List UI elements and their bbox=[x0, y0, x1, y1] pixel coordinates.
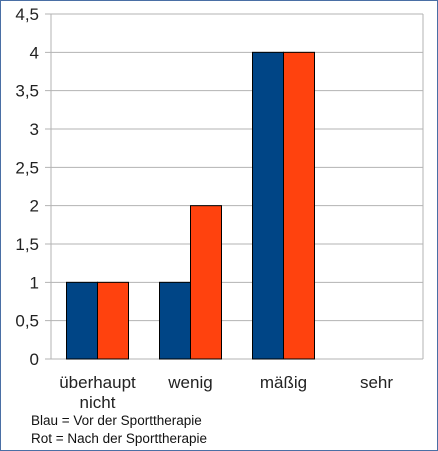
bar-series2-3 bbox=[283, 51, 315, 360]
y-axis-ticks: 0 0,5 1 1,5 2 2,5 3 3,5 4 4,5 bbox=[15, 5, 39, 369]
y-tick-label: 4 bbox=[30, 43, 39, 62]
y-tick-label: 2,5 bbox=[15, 158, 39, 177]
x-category-label: nicht bbox=[80, 393, 116, 412]
y-tick-label: 0,5 bbox=[15, 312, 39, 331]
bar-series1-2 bbox=[159, 281, 191, 360]
bar-series2-2 bbox=[190, 205, 222, 360]
x-category-label: überhaupt bbox=[59, 373, 136, 392]
bars bbox=[66, 51, 315, 360]
legend-note-red: Rot = Nach der Sporttherapie bbox=[31, 431, 207, 446]
y-tick-label: 1,5 bbox=[15, 235, 39, 254]
bar-series2-1 bbox=[97, 281, 129, 360]
y-tick-label: 2 bbox=[30, 197, 39, 216]
bar-series1-1 bbox=[66, 281, 98, 360]
x-category-label: mäßig bbox=[260, 373, 307, 392]
y-tick-label: 1 bbox=[30, 273, 39, 292]
bar-series1-3 bbox=[252, 51, 284, 360]
y-tick-label: 0 bbox=[30, 350, 39, 369]
y-tick-label: 3 bbox=[30, 120, 39, 139]
x-category-label: sehr bbox=[360, 373, 393, 392]
y-tick-label: 3,5 bbox=[15, 82, 39, 101]
y-tick-label: 4,5 bbox=[15, 5, 39, 24]
legend-note-blue: Blau = Vor der Sporttherapie bbox=[31, 413, 202, 428]
x-category-label: wenig bbox=[167, 373, 212, 392]
